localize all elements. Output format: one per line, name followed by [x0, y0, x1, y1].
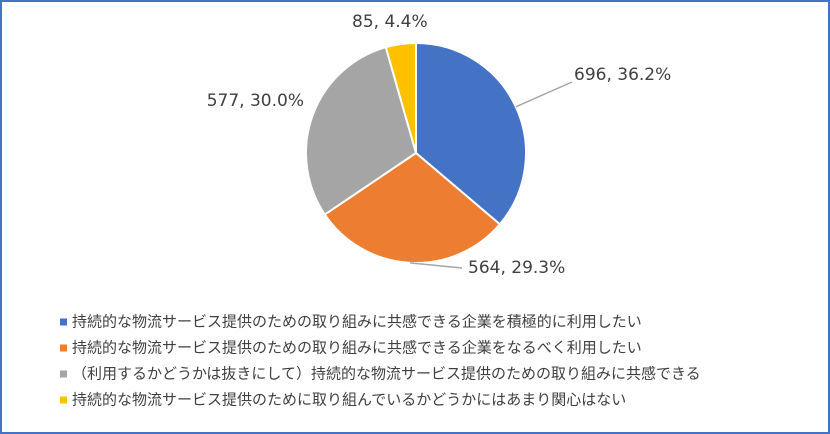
legend-swatch: [60, 318, 67, 326]
legend-swatch: [60, 370, 67, 378]
pie-slice: [384, 41, 417, 154]
legend-swatch: [60, 396, 67, 404]
data-label: 696, 36.2%: [574, 65, 671, 85]
legend-label: 持続的な物流サービス提供のための取り組みに共感できる企業をなるべく利用したい: [72, 339, 642, 357]
data-label: 577, 30.0%: [207, 91, 304, 111]
data-label: 85, 4.4%: [352, 12, 428, 32]
leader-line: [409, 262, 463, 269]
pie-slice: [305, 45, 418, 216]
leader-line: [515, 81, 573, 108]
legend-label: 持続的な物流サービス提供のために取り組んでいるかどうかにはあまり関心はない: [72, 391, 626, 409]
data-label: 564, 29.3%: [468, 258, 565, 278]
pie-slice: [415, 41, 527, 226]
legend-label: 持続的な物流サービス提供のための取り組みに共感できる企業を積極的に利用したい: [72, 313, 642, 331]
legend-swatch: [60, 344, 67, 352]
legend-label: （利用するかどうかは抜きにして）持続的な物流サービス提供のための取り組みに共感で…: [72, 365, 701, 383]
